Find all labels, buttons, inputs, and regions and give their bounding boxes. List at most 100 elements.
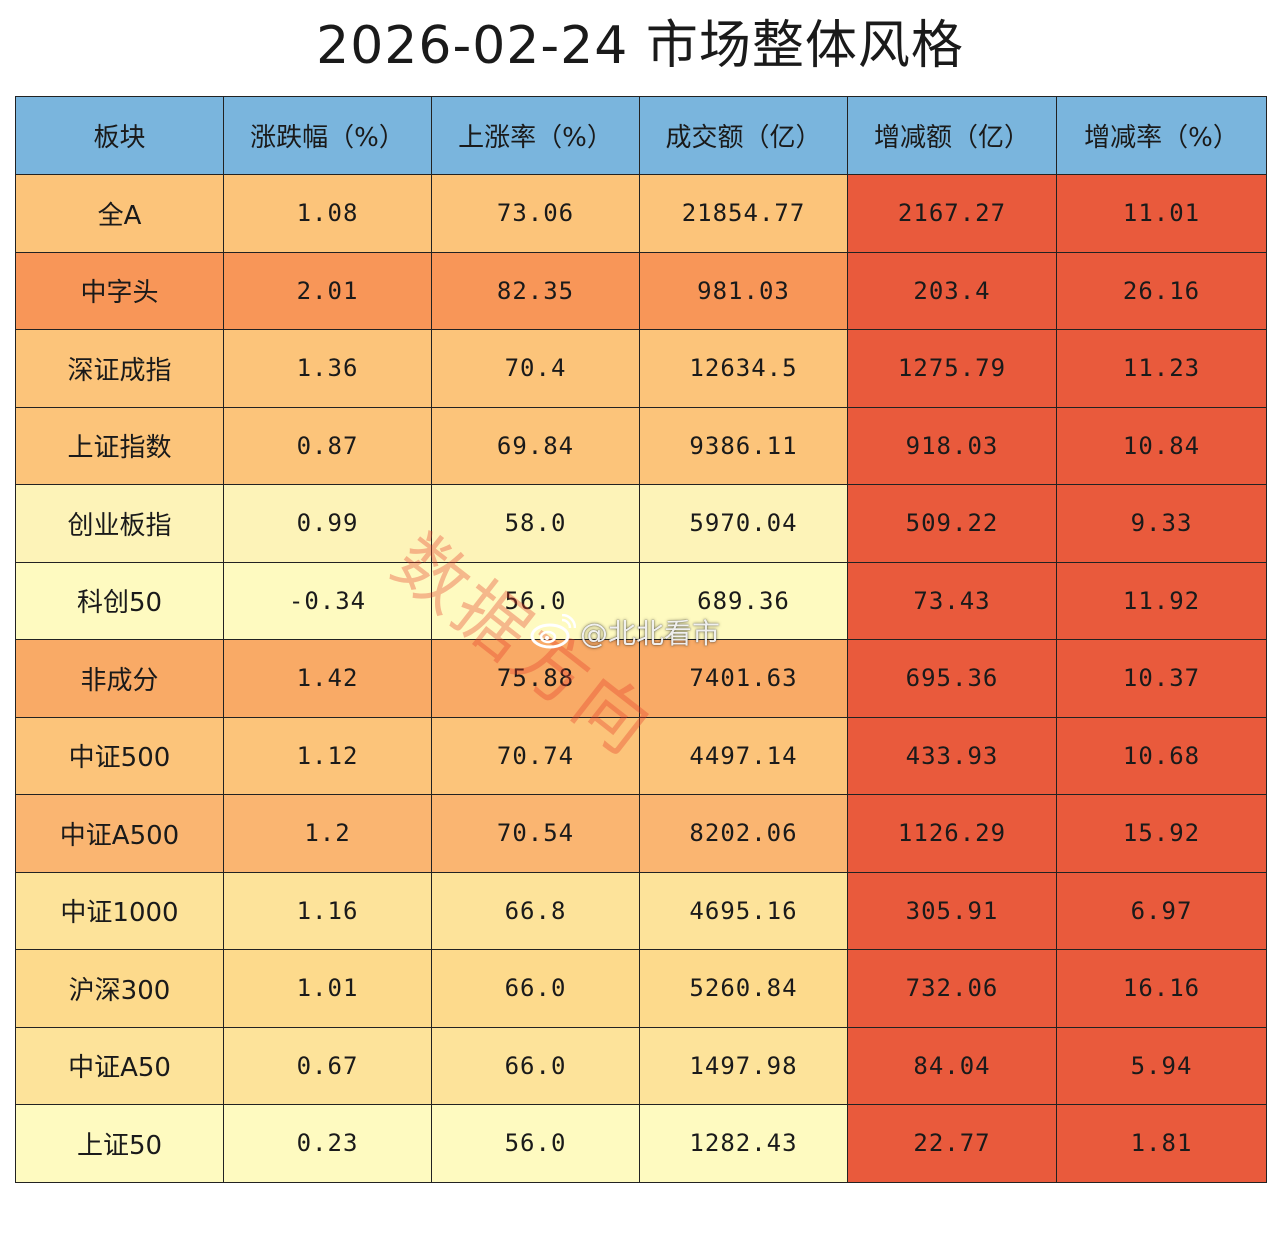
cell-sector: 中字头 (15, 251, 224, 330)
market-style-table: 板块 涨跌幅（%） 上涨率（%） 成交额（亿） 增减额（亿） 增减率（%） 全A 1.08 7… (15, 96, 1267, 1183)
column-header-turnover-change: 增减额（亿） (847, 96, 1057, 175)
cell-change-pct: 1.12 (223, 716, 432, 795)
cell-turnover-change-rate: 9.33 (1056, 484, 1267, 563)
cell-turnover-change: 305.91 (847, 871, 1057, 950)
cell-turnover: 9386.11 (639, 406, 848, 485)
cell-sector: 沪深300 (15, 949, 224, 1028)
cell-advance-rate: 70.74 (431, 716, 640, 795)
cell-change-pct: 1.08 (223, 174, 432, 253)
cell-sector: 中证A50 (15, 1026, 224, 1105)
cell-advance-rate: 66.0 (431, 1026, 640, 1105)
table-row: 非成分 1.42 75.88 7401.63 695.36 10.37 (15, 639, 1267, 718)
cell-turnover-change-rate: 11.23 (1056, 329, 1267, 408)
cell-turnover-change-rate: 5.94 (1056, 1026, 1267, 1105)
cell-advance-rate: 58.0 (431, 484, 640, 563)
cell-change-pct: 1.16 (223, 871, 432, 950)
table-row: 中证1000 1.16 66.8 4695.16 305.91 6.97 (15, 871, 1267, 950)
cell-change-pct: 1.2 (223, 794, 432, 873)
column-header-turnover-change-rate: 增减率（%） (1056, 96, 1267, 175)
cell-turnover: 21854.77 (639, 174, 848, 253)
cell-advance-rate: 66.8 (431, 871, 640, 950)
cell-turnover-change: 695.36 (847, 639, 1057, 718)
table-row: 深证成指 1.36 70.4 12634.5 1275.79 11.23 (15, 329, 1267, 408)
table-row: 科创50 -0.34 56.0 689.36 73.43 11.92 (15, 561, 1267, 640)
cell-turnover-change-rate: 10.37 (1056, 639, 1267, 718)
cell-sector: 中证A500 (15, 794, 224, 873)
cell-turnover: 1282.43 (639, 1104, 848, 1183)
cell-turnover-change: 1126.29 (847, 794, 1057, 873)
cell-sector: 深证成指 (15, 329, 224, 408)
column-header-advance-rate: 上涨率（%） (431, 96, 640, 175)
cell-sector: 非成分 (15, 639, 224, 718)
column-header-change-pct: 涨跌幅（%） (223, 96, 432, 175)
table-row: 上证50 0.23 56.0 1282.43 22.77 1.81 (15, 1104, 1267, 1183)
cell-turnover: 5260.84 (639, 949, 848, 1028)
cell-turnover-change: 22.77 (847, 1104, 1057, 1183)
cell-turnover-change-rate: 26.16 (1056, 251, 1267, 330)
cell-turnover-change: 918.03 (847, 406, 1057, 485)
column-header-turnover: 成交额（亿） (639, 96, 848, 175)
header-row: 板块 涨跌幅（%） 上涨率（%） 成交额（亿） 增减额（亿） 增减率（%） (15, 96, 1267, 175)
cell-sector: 全A (15, 174, 224, 253)
cell-turnover: 4497.14 (639, 716, 848, 795)
cell-advance-rate: 56.0 (431, 1104, 640, 1183)
cell-sector: 科创50 (15, 561, 224, 640)
cell-change-pct: 1.42 (223, 639, 432, 718)
cell-turnover-change: 73.43 (847, 561, 1057, 640)
cell-turnover-change-rate: 10.84 (1056, 406, 1267, 485)
cell-turnover-change: 732.06 (847, 949, 1057, 1028)
table-row: 全A 1.08 73.06 21854.77 2167.27 11.01 (15, 174, 1267, 253)
market-style-table-container: 板块 涨跌幅（%） 上涨率（%） 成交额（亿） 增减额（亿） 增减率（%） 全A 1.08 7… (15, 96, 1267, 1183)
cell-turnover-change: 509.22 (847, 484, 1057, 563)
cell-turnover-change-rate: 15.92 (1056, 794, 1267, 873)
cell-turnover: 8202.06 (639, 794, 848, 873)
cell-change-pct: 0.99 (223, 484, 432, 563)
cell-turnover-change: 2167.27 (847, 174, 1057, 253)
cell-turnover: 7401.63 (639, 639, 848, 718)
cell-advance-rate: 75.88 (431, 639, 640, 718)
cell-sector: 创业板指 (15, 484, 224, 563)
cell-change-pct: 0.23 (223, 1104, 432, 1183)
cell-turnover-change-rate: 1.81 (1056, 1104, 1267, 1183)
cell-turnover: 12634.5 (639, 329, 848, 408)
table-row: 上证指数 0.87 69.84 9386.11 918.03 10.84 (15, 406, 1267, 485)
cell-change-pct: 2.01 (223, 251, 432, 330)
cell-advance-rate: 73.06 (431, 174, 640, 253)
cell-change-pct: 1.36 (223, 329, 432, 408)
cell-sector: 中证500 (15, 716, 224, 795)
cell-turnover-change-rate: 11.92 (1056, 561, 1267, 640)
cell-turnover: 5970.04 (639, 484, 848, 563)
cell-change-pct: -0.34 (223, 561, 432, 640)
cell-turnover: 1497.98 (639, 1026, 848, 1105)
table-row: 中证500 1.12 70.74 4497.14 433.93 10.68 (15, 716, 1267, 795)
cell-turnover-change-rate: 10.68 (1056, 716, 1267, 795)
cell-turnover: 689.36 (639, 561, 848, 640)
cell-advance-rate: 66.0 (431, 949, 640, 1028)
cell-sector: 上证50 (15, 1104, 224, 1183)
table-row: 中证A50 0.67 66.0 1497.98 84.04 5.94 (15, 1026, 1267, 1105)
page-title: 2026-02-24 市场整体风格 (316, 16, 964, 76)
cell-turnover: 981.03 (639, 251, 848, 330)
table-row: 中证A500 1.2 70.54 8202.06 1126.29 15.92 (15, 794, 1267, 873)
cell-turnover-change: 433.93 (847, 716, 1057, 795)
cell-advance-rate: 70.4 (431, 329, 640, 408)
cell-turnover: 4695.16 (639, 871, 848, 950)
column-header-sector: 板块 (15, 96, 224, 175)
cell-sector: 上证指数 (15, 406, 224, 485)
table-row: 中字头 2.01 82.35 981.03 203.4 26.16 (15, 251, 1267, 330)
cell-change-pct: 0.67 (223, 1026, 432, 1105)
cell-turnover-change-rate: 11.01 (1056, 174, 1267, 253)
cell-change-pct: 1.01 (223, 949, 432, 1028)
cell-advance-rate: 82.35 (431, 251, 640, 330)
cell-change-pct: 0.87 (223, 406, 432, 485)
cell-turnover-change-rate: 16.16 (1056, 949, 1267, 1028)
cell-turnover-change: 203.4 (847, 251, 1057, 330)
cell-sector: 中证1000 (15, 871, 224, 950)
table-row: 沪深300 1.01 66.0 5260.84 732.06 16.16 (15, 949, 1267, 1028)
cell-turnover-change: 84.04 (847, 1026, 1057, 1105)
cell-advance-rate: 56.0 (431, 561, 640, 640)
cell-turnover-change-rate: 6.97 (1056, 871, 1267, 950)
cell-turnover-change: 1275.79 (847, 329, 1057, 408)
table-body: 全A 1.08 73.06 21854.77 2167.27 11.01 中字头 2.01 82… (15, 174, 1267, 1183)
cell-advance-rate: 70.54 (431, 794, 640, 873)
